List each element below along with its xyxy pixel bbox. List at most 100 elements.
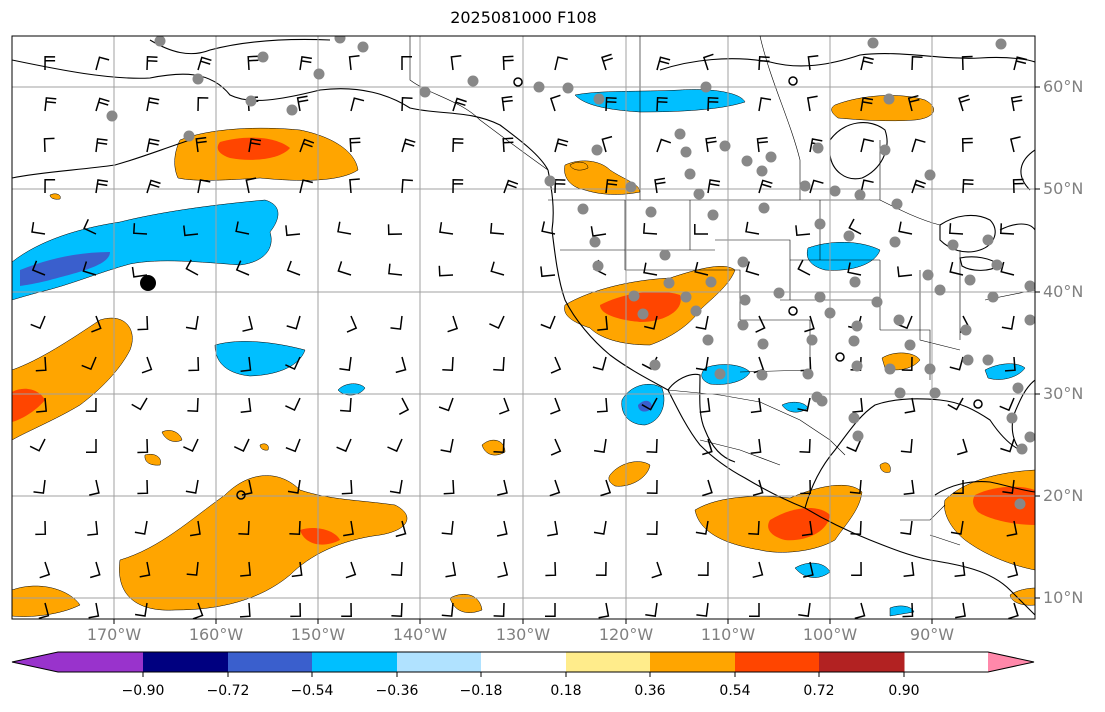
wind-barb [39, 561, 51, 579]
wind-barb [134, 520, 148, 535]
colorbar-label: −0.90 [121, 683, 165, 699]
wind-barb [549, 94, 561, 112]
wind-barb [953, 479, 964, 495]
wind-barb [753, 356, 765, 374]
wind-barb [139, 561, 151, 578]
wind-barb [999, 397, 1015, 412]
station-dot [419, 86, 431, 98]
wind-barb [233, 438, 250, 453]
lat-label-20n: 20°N [1043, 486, 1084, 505]
station-dot [756, 165, 768, 177]
station-dot [934, 284, 946, 296]
wind-barb [694, 224, 708, 235]
positive-anomaly-region [879, 462, 891, 473]
colorbar-outline [11, 651, 1035, 673]
wind-barb [596, 397, 608, 413]
station-dot [741, 155, 753, 167]
colorbar-label: 0.72 [803, 683, 835, 699]
wind-barb [185, 259, 199, 276]
wind-barb [911, 56, 923, 71]
negative-anomaly-region [807, 241, 881, 271]
station-dot [851, 360, 863, 372]
wind-barb [290, 602, 302, 618]
wind-barb [705, 136, 717, 153]
station-dot [848, 335, 860, 347]
wind-barb [44, 97, 57, 112]
station-dot [799, 180, 811, 192]
station-dot [591, 144, 603, 156]
station-dot [854, 189, 866, 201]
wind-barb [195, 136, 207, 153]
wind-barb [183, 225, 199, 237]
positive-anomaly-core [768, 508, 830, 541]
station-dot [982, 234, 994, 246]
wind-barb [82, 261, 97, 276]
wind-barb [489, 222, 505, 235]
wind-barb [900, 438, 913, 454]
station-dot [852, 430, 864, 442]
wind-barb [550, 438, 562, 456]
wind-barb [956, 438, 968, 456]
colorbar [11, 651, 1035, 677]
positive-anomaly-core [600, 291, 681, 322]
wind-barb [452, 179, 464, 194]
wind-barb [387, 438, 403, 453]
wind-barb [240, 561, 252, 577]
wind-barb [81, 356, 97, 371]
wind-barb [798, 602, 811, 617]
wind-barb [554, 56, 568, 71]
wind-barb [1000, 261, 1015, 276]
wind-barb [346, 315, 358, 333]
wind-barb [242, 315, 254, 332]
station-dot [879, 144, 891, 156]
wind-barb [958, 94, 971, 112]
wind-barb [388, 263, 403, 276]
positive-anomaly-region [569, 161, 589, 171]
wind-barb [601, 135, 613, 153]
station-dot [848, 412, 860, 424]
wind-barb [445, 561, 457, 578]
wind-barb [247, 55, 259, 71]
wind-barb [291, 561, 303, 578]
colorbar-segment [650, 652, 736, 672]
wind-barb [961, 137, 973, 153]
wind-barb [85, 397, 97, 412]
station-dot [680, 291, 692, 303]
wind-barb [33, 479, 46, 494]
lon-label-160w: 160°W [188, 625, 244, 644]
station-dot [773, 287, 785, 299]
wind-barb [390, 315, 403, 330]
wind-barb [341, 479, 353, 495]
station-dot [739, 294, 751, 306]
colorbar-segment [735, 652, 820, 672]
gridlines [12, 36, 1035, 619]
wind-barb [238, 520, 250, 535]
wind-barb [809, 179, 824, 194]
station-dot [758, 202, 770, 214]
station-dot [851, 320, 863, 332]
station-dot [884, 363, 896, 375]
wind-barb [337, 261, 352, 276]
station-dot [702, 334, 714, 346]
wind-barb [694, 261, 709, 276]
station-dot [663, 277, 675, 289]
positive-anomaly-core [12, 388, 45, 422]
station-dot [154, 36, 166, 47]
wind-barb [850, 520, 862, 535]
colorbar-segment [819, 652, 905, 672]
station-dot [257, 51, 269, 63]
wind-barb [341, 602, 352, 618]
negative-anomaly-region [889, 605, 915, 617]
wind-barb [503, 179, 519, 194]
wind-barb [493, 602, 505, 617]
colorbar-segment [12, 652, 58, 672]
wind-barb [1006, 520, 1018, 537]
wind-barb [398, 397, 410, 415]
wind-barb [800, 479, 812, 495]
weather-map [11, 35, 1040, 624]
wind-barb [795, 225, 811, 237]
wind-barb [1008, 602, 1019, 619]
wind-barb [502, 55, 514, 71]
wind-barb [554, 179, 566, 194]
wind-barb [545, 561, 557, 577]
